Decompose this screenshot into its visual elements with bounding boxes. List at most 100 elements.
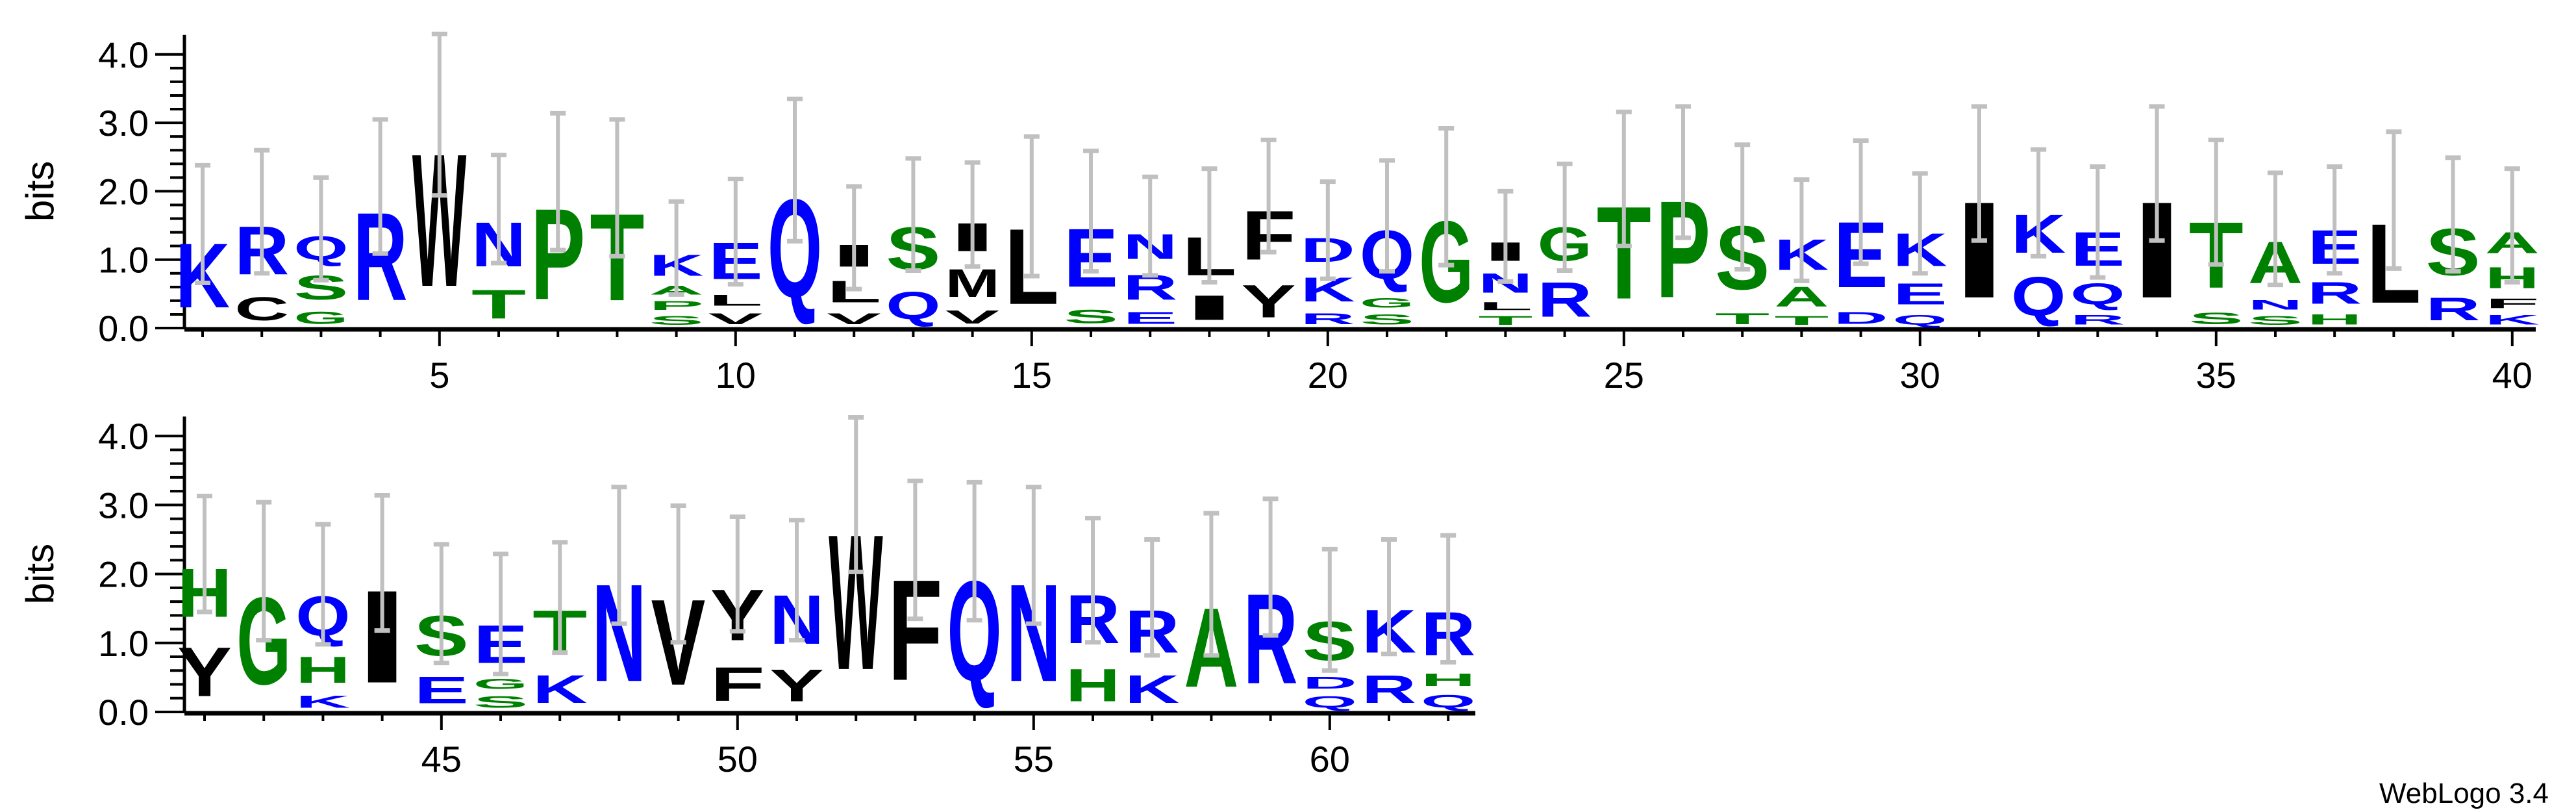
error-bar [1557,161,1573,273]
y-axis-label: bits [18,161,62,222]
error-bar [1083,148,1099,274]
error-bar [789,518,805,643]
stack-position-56: HR [1066,516,1120,711]
error-bar [1201,166,1218,285]
letter-R: R [1538,272,1592,327]
stack-position-46: SGE [473,552,528,711]
stack-position-9: SPAK [649,199,704,328]
error-bar [907,478,923,622]
stack-position-11: Q [768,96,822,327]
y-tick-label: 0.0 [98,692,149,733]
letter-R: R [2426,291,2481,327]
y-axis-label: bits [18,544,62,604]
x-tick-label: 30 [1900,355,1940,396]
letter-R: R [1362,666,1416,711]
letter-S: S [1064,306,1118,327]
error-bar [1971,104,1987,243]
stack-position-60: QDS [1303,546,1357,711]
stack-position-38: L [2366,129,2421,327]
error-bar [1497,188,1514,284]
stack-position-28: TAK [1774,177,1829,327]
stack-position-62: QHR [1421,533,1475,711]
stack-position-25: T [1597,109,1651,327]
stack-position-42: G [236,500,291,711]
stack-position-61: RK [1362,537,1416,711]
letter-H: H [1421,670,1475,691]
letter-V: V [945,307,1000,327]
stack-position-14: VMI [945,160,1000,327]
error-bar [727,176,744,287]
stack-position-49: V [651,503,705,711]
error-bar [1381,537,1397,657]
stack-position-33: RQE [2070,164,2125,327]
stack-position-23: TLNI [1478,188,1532,327]
letter-G: G [294,308,348,327]
stack-position-3: GSQ [294,175,348,327]
letter-H: H [2307,311,2362,327]
error-bar [1675,104,1691,240]
stack-position-12: VLI [827,184,881,327]
error-bar [964,160,981,269]
x-tick-label: 55 [1014,739,1054,780]
stack-position-54: Q [947,479,1002,711]
error-bar [2327,164,2343,276]
letter-S: S [2189,309,2244,327]
x-tick-label: 5 [429,355,449,396]
error-bar [905,156,921,273]
letter-A: A [1774,281,1829,312]
letter-N: N [2248,297,2303,312]
error-bar [1142,174,1158,278]
x-tick-label: 15 [1012,355,1052,396]
error-bar [493,552,508,677]
letter-G: G [473,676,528,692]
stack-position-45: ES [414,542,469,711]
stack-position-34: I [2130,104,2184,327]
letter-Q: Q [1421,691,1475,711]
error-bar [729,514,745,634]
error-bar [1203,511,1219,658]
stack-position-35: ST [2189,137,2244,327]
letter-R: R [2070,312,2125,327]
stack-position-57: KR [1125,537,1179,711]
error-bar [2268,170,2283,288]
stack-position-59: R [1244,496,1298,711]
letter-Q: Q [886,283,940,327]
error-bar [611,485,627,626]
letter-T: T [1715,310,1769,327]
stack-position-30: QEK [1893,171,1947,327]
letter-F: F [710,657,765,711]
error-bar [1438,126,1455,268]
letter-K: K [532,666,587,711]
error-bar [1321,546,1338,673]
stack-position-52: W [829,415,883,711]
error-bar [2208,137,2224,267]
error-bar [197,494,212,615]
letter-E: E [1893,277,1947,311]
letter-P: P [649,298,704,312]
stack-position-17: ERN [1123,174,1177,327]
y-tick-label: 3.0 [98,103,149,144]
letter-S: S [649,314,704,328]
stack-position-32: QK [2011,147,2066,327]
error-bar [1319,179,1336,281]
y-tick-label: 2.0 [98,554,149,595]
stack-position-13: QS [886,156,940,327]
stack-position-18: IL [1182,166,1236,327]
x-tick-label: 45 [421,739,462,780]
error-bar [552,540,568,655]
letter-T: T [1774,313,1829,327]
error-bar [433,542,449,666]
stack-position-43: KHQ [295,522,350,711]
error-bar [848,415,864,574]
stack-position-21: SGQ [1360,158,1414,327]
stack-position-24: RG [1538,161,1592,327]
letter-Q: Q [2070,277,2125,311]
stack-position-15: L [1005,134,1059,327]
error-bar [668,199,684,297]
error-bar [2386,129,2402,271]
letter-Q: Q [1893,312,1947,327]
letter-Y: Y [769,660,824,711]
letter-Q: Q [1303,693,1357,711]
letter-I: I [1182,288,1236,327]
